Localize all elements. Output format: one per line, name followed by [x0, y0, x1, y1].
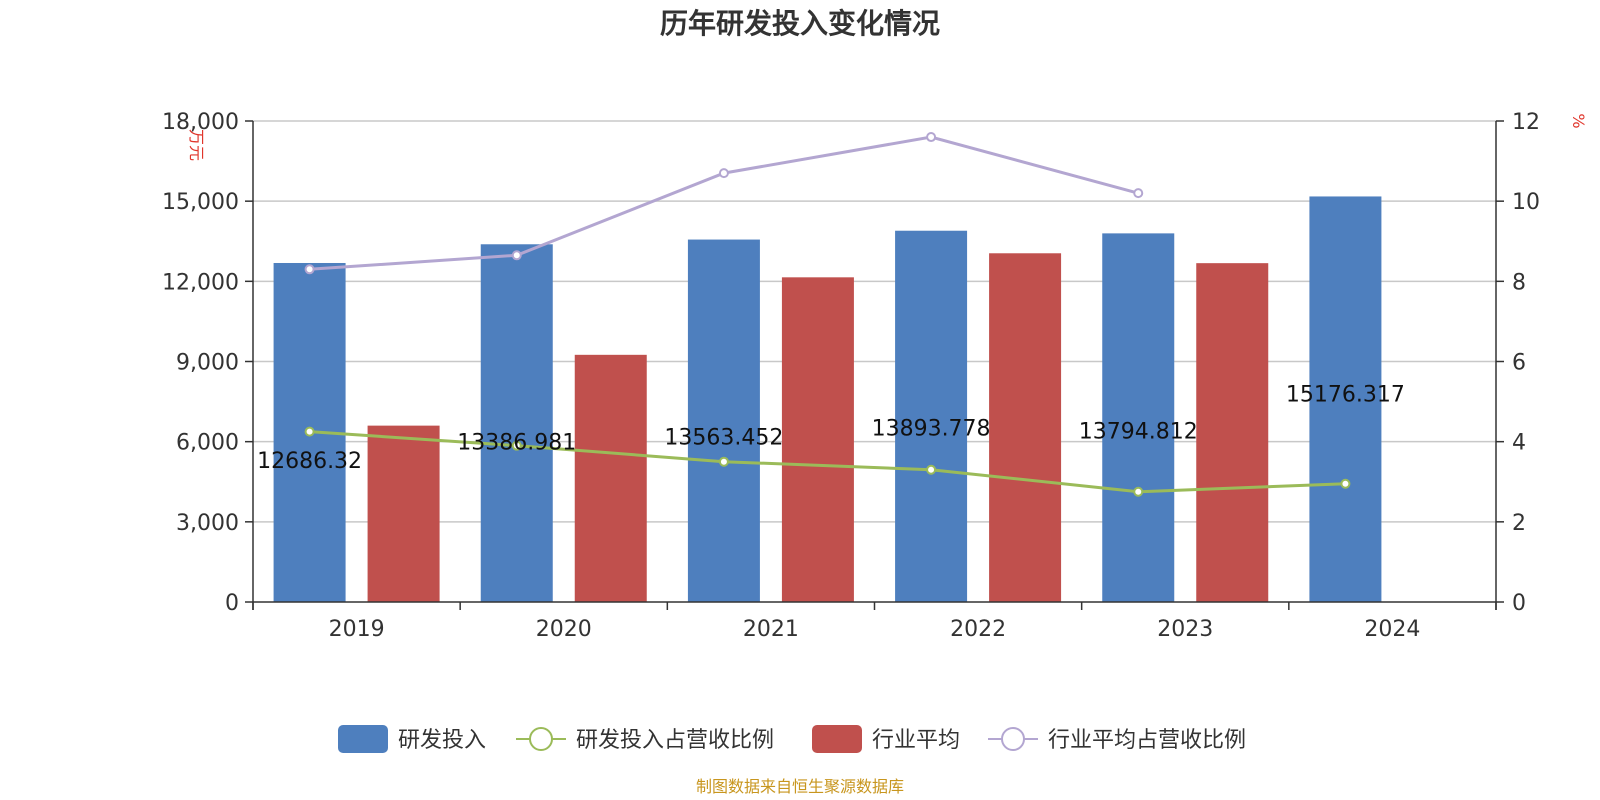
left-tick-label: 15,000	[162, 190, 239, 215]
x-tick-label-2024: 2024	[1364, 617, 1420, 642]
point-industry-ratio	[511, 250, 522, 261]
data-labels: 12686.32 13386.981 13563.452 13893.778 13794…	[257, 382, 1405, 474]
legend-swatch-rd	[338, 725, 388, 753]
bar-industry-2019	[367, 425, 440, 602]
left-tick-label: 6,000	[176, 431, 239, 456]
right-tick-label: 8	[1512, 270, 1526, 295]
right-tick-label: 0	[1512, 591, 1526, 616]
lines	[304, 132, 1351, 497]
legend-label-industry: 行业平均	[872, 728, 960, 753]
right-tick-label: 12	[1512, 110, 1540, 135]
data-label-rd-2019: 12686.32	[257, 449, 362, 474]
legend-label-rd-ratio: 研发投入占营收比例	[576, 728, 774, 753]
legend-label-industry-ratio: 行业平均占营收比例	[1048, 728, 1246, 753]
x-tick-label-2020: 2020	[536, 617, 592, 642]
point-industry-ratio	[304, 264, 315, 275]
line-rd-ratio	[309, 430, 1346, 494]
bar-rd-2024	[1309, 196, 1382, 602]
point-rd-ratio	[926, 464, 937, 475]
bar-industry-2022	[989, 253, 1062, 602]
data-label-rd-2024: 15176.317	[1286, 382, 1405, 407]
left-tick-label: 3,000	[176, 511, 239, 536]
legend-marker-industry-ratio	[1001, 727, 1025, 751]
bars	[273, 196, 1382, 603]
right-axis-unit: %	[1569, 113, 1588, 128]
left-tick-label: 18,000	[162, 110, 239, 135]
left-axis-unit: 万元	[187, 129, 206, 161]
legend-marker-rd-ratio	[529, 727, 553, 751]
point-rd-ratio	[304, 426, 315, 437]
axes	[252, 121, 1497, 610]
legend-label-rd: 研发投入	[398, 728, 486, 753]
x-tick-label-2022: 2022	[950, 617, 1006, 642]
bar-industry-2020	[574, 354, 647, 602]
data-label-rd-2021: 13563.452	[664, 426, 783, 451]
point-industry-ratio	[718, 168, 729, 179]
point-rd-ratio	[511, 440, 522, 451]
bar-industry-2023	[1196, 263, 1269, 602]
chart-title: 历年研发投入变化情况	[660, 7, 940, 40]
data-label-rd-2023: 13794.812	[1079, 419, 1198, 444]
bar-rd-2021	[687, 239, 760, 602]
right-tick-label: 2	[1512, 511, 1526, 536]
x-tick-label-2021: 2021	[743, 617, 799, 642]
category-labels: 2019 2020 2021 2022 2023 2024	[329, 617, 1421, 642]
legend-swatch-industry	[812, 725, 862, 753]
right-axis-ticks: 0 2 4 6 8 10 12	[1496, 110, 1540, 616]
bar-rd-2020	[480, 244, 553, 602]
source-note: 制图数据来自恒生聚源数据库	[696, 777, 904, 796]
data-label-rd-2020: 13386.981	[457, 430, 576, 455]
point-rd-ratio	[1133, 486, 1144, 497]
right-tick-label: 4	[1512, 431, 1526, 456]
legend: 研发投入 研发投入占营收比例 行业平均 行业平均占营收比例	[338, 725, 1246, 753]
right-tick-label: 6	[1512, 351, 1526, 376]
point-rd-ratio	[1340, 478, 1351, 489]
bar-industry-2021	[781, 277, 854, 602]
gridlines	[253, 120, 1496, 523]
left-tick-label: 12,000	[162, 270, 239, 295]
x-tick-label-2023: 2023	[1157, 617, 1213, 642]
data-label-rd-2022: 13893.778	[872, 417, 991, 442]
point-industry-ratio	[1133, 188, 1144, 199]
left-tick-label: 0	[225, 591, 239, 616]
left-tick-label: 9,000	[176, 351, 239, 376]
bar-rd-2023	[1102, 233, 1175, 603]
right-tick-label: 10	[1512, 190, 1540, 215]
point-rd-ratio	[718, 456, 729, 467]
point-industry-ratio	[926, 132, 937, 143]
left-axis-ticks: 0 3,000 6,000 9,000 12,000 15,000 18,000	[162, 110, 253, 616]
x-tick-label-2019: 2019	[329, 617, 385, 642]
bar-rd-2022	[895, 230, 968, 603]
